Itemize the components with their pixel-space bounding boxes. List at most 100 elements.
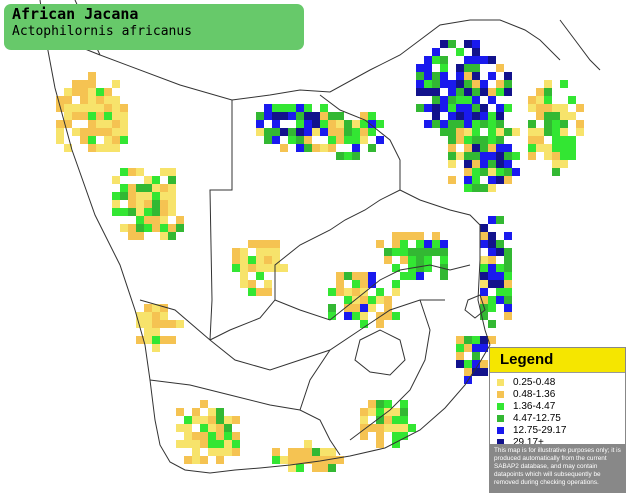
occurrence-cell — [496, 120, 504, 128]
occurrence-cell — [368, 400, 376, 408]
occurrence-cell — [496, 88, 504, 96]
legend-label: 29.17+ — [513, 437, 544, 448]
occurrence-cell — [152, 336, 160, 344]
occurrence-cell — [296, 456, 304, 464]
occurrence-cell — [480, 224, 488, 232]
occurrence-cell — [208, 424, 216, 432]
occurrence-cell — [376, 440, 384, 448]
occurrence-cell — [480, 288, 488, 296]
occurrence-cell — [120, 112, 128, 120]
occurrence-cell — [480, 264, 488, 272]
occurrence-cell — [112, 128, 120, 136]
occurrence-cell — [136, 224, 144, 232]
occurrence-cell — [472, 336, 480, 344]
legend-disclaimer: This map is for illustrative purposes on… — [490, 444, 625, 492]
occurrence-cell — [272, 128, 280, 136]
occurrence-cell — [368, 304, 376, 312]
occurrence-cell — [360, 304, 368, 312]
occurrence-cell — [304, 112, 312, 120]
occurrence-cell — [232, 416, 240, 424]
occurrence-cell — [448, 176, 456, 184]
occurrence-cell — [256, 112, 264, 120]
occurrence-cell — [496, 112, 504, 120]
occurrence-cell — [96, 120, 104, 128]
occurrence-cell — [120, 168, 128, 176]
occurrence-cell — [280, 144, 288, 152]
occurrence-cell — [152, 320, 160, 328]
occurrence-cell — [504, 264, 512, 272]
occurrence-cell — [480, 368, 488, 376]
occurrence-cell — [464, 144, 472, 152]
occurrence-cell — [360, 424, 368, 432]
occurrence-cell — [328, 128, 336, 136]
occurrence-cell — [488, 128, 496, 136]
occurrence-cell — [304, 104, 312, 112]
occurrence-cell — [472, 160, 480, 168]
occurrence-cell — [144, 216, 152, 224]
occurrence-cell — [416, 80, 424, 88]
occurrence-cell — [232, 448, 240, 456]
occurrence-cell — [352, 136, 360, 144]
occurrence-cell — [72, 104, 80, 112]
occurrence-cell — [472, 144, 480, 152]
occurrence-cell — [392, 240, 400, 248]
occurrence-cell — [456, 120, 464, 128]
occurrence-cell — [176, 320, 184, 328]
occurrence-cell — [488, 232, 496, 240]
occurrence-cell — [536, 96, 544, 104]
occurrence-cell — [456, 336, 464, 344]
occurrence-cell — [64, 88, 72, 96]
occurrence-cell — [120, 184, 128, 192]
occurrence-cell — [88, 120, 96, 128]
legend-item: 0.25-0.48 — [490, 377, 625, 389]
occurrence-cell — [424, 240, 432, 248]
occurrence-cell — [256, 288, 264, 296]
occurrence-cell — [104, 96, 112, 104]
occurrence-cell — [160, 224, 168, 232]
occurrence-cell — [192, 448, 200, 456]
occurrence-cell — [464, 160, 472, 168]
occurrence-cell — [136, 200, 144, 208]
occurrence-cell — [360, 272, 368, 280]
occurrence-cell — [304, 440, 312, 448]
occurrence-cell — [328, 312, 336, 320]
occurrence-cell — [432, 80, 440, 88]
occurrence-cell — [352, 128, 360, 136]
occurrence-cell — [480, 360, 488, 368]
occurrence-cell — [248, 240, 256, 248]
occurrence-cell — [504, 104, 512, 112]
occurrence-cell — [88, 144, 96, 152]
occurrence-cell — [360, 280, 368, 288]
occurrence-cell — [536, 88, 544, 96]
occurrence-cell — [120, 224, 128, 232]
occurrence-cell — [336, 136, 344, 144]
occurrence-cell — [560, 136, 568, 144]
occurrence-cell — [128, 184, 136, 192]
occurrence-cell — [72, 128, 80, 136]
occurrence-cell — [224, 448, 232, 456]
occurrence-cell — [280, 128, 288, 136]
occurrence-cell — [448, 136, 456, 144]
occurrence-cell — [552, 112, 560, 120]
occurrence-cell — [136, 336, 144, 344]
occurrence-cell — [200, 432, 208, 440]
province-line-1 — [139, 299, 445, 371]
occurrence-cell — [552, 128, 560, 136]
occurrence-cell — [264, 240, 272, 248]
occurrence-cell — [72, 80, 80, 88]
occurrence-cell — [128, 232, 136, 240]
occurrence-cell — [360, 136, 368, 144]
occurrence-cell — [200, 456, 208, 464]
occurrence-cell — [472, 104, 480, 112]
occurrence-cell — [552, 152, 560, 160]
occurrence-cell — [216, 408, 224, 416]
occurrence-cell — [472, 96, 480, 104]
occurrence-cell — [200, 440, 208, 448]
occurrence-cell — [504, 144, 512, 152]
occurrence-cell — [392, 416, 400, 424]
occurrence-cell — [352, 296, 360, 304]
occurrence-cell — [544, 128, 552, 136]
occurrence-cell — [480, 168, 488, 176]
occurrence-cell — [576, 104, 584, 112]
